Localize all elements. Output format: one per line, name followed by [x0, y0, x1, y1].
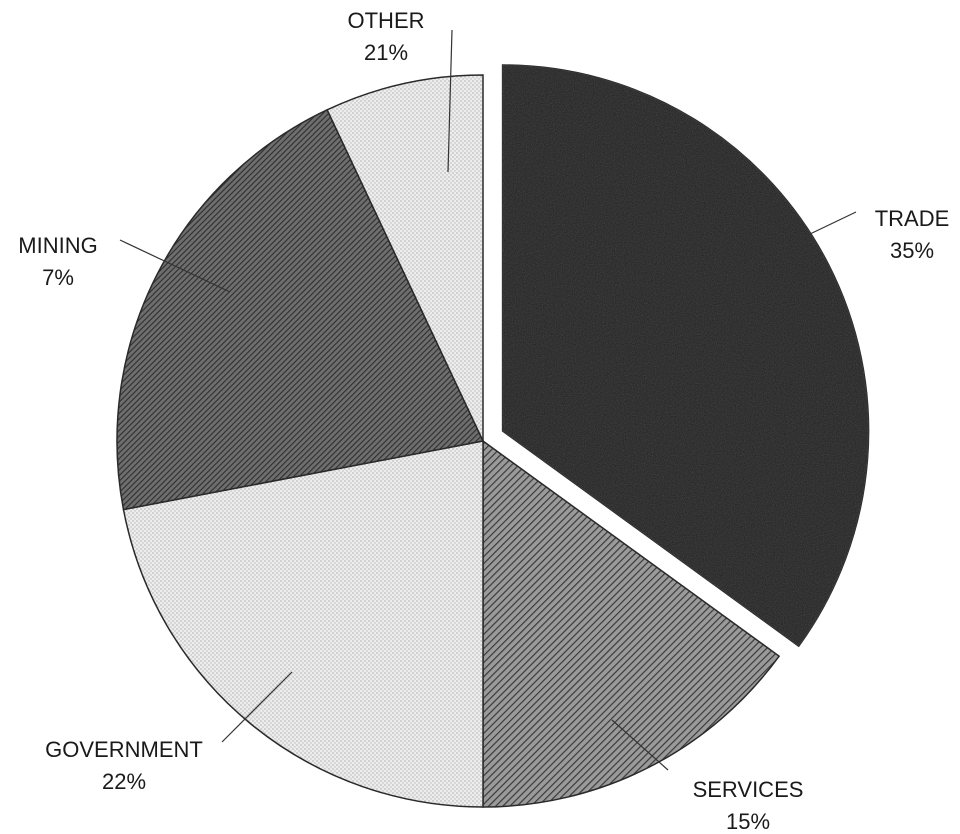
slice-labels: TRADE 35% SERVICES 15% GOVERNMENT 22% MI…: [18, 8, 949, 834]
label-trade-value: 35%: [890, 238, 934, 263]
slice-mining: [116, 108, 485, 511]
slice-other: [326, 74, 484, 442]
leader-line-government: [221, 671, 293, 743]
label-mining-value: 7%: [42, 265, 74, 290]
label-government-name: GOVERNMENT: [45, 737, 203, 762]
label-other-value: 21%: [364, 40, 408, 65]
leader-lines: [119, 29, 857, 771]
leader-line-other: [447, 29, 453, 173]
label-services-name: SERVICES: [693, 777, 804, 802]
label-government-value: 22%: [102, 769, 146, 794]
slice-government: [122, 440, 484, 808]
pie-slices: [116, 64, 870, 808]
slice-services: [482, 439, 781, 808]
label-services-value: 15%: [726, 809, 770, 834]
slice-trade-texture: [502, 65, 869, 647]
label-other-name: OTHER: [348, 8, 425, 33]
label-trade-name: TRADE: [875, 206, 950, 231]
leader-line-trade: [809, 211, 857, 235]
leader-line-services: [611, 719, 669, 771]
leader-line-mining: [119, 239, 231, 293]
label-mining-name: MINING: [18, 233, 97, 258]
